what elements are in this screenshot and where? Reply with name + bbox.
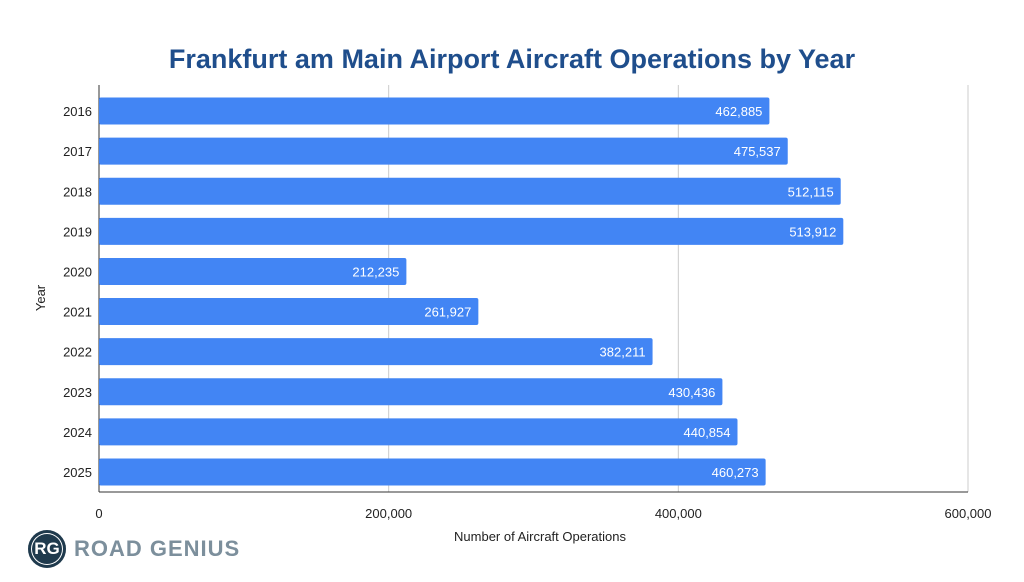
bar-2022 — [99, 338, 653, 366]
data-label: 212,235 — [352, 264, 399, 279]
data-label: 430,436 — [668, 385, 715, 400]
y-tick-label: 2019 — [63, 224, 92, 239]
logo-badge: RG — [28, 530, 66, 568]
y-tick-label: 2016 — [63, 104, 92, 119]
bar-2018 — [99, 177, 841, 205]
data-label: 513,912 — [789, 224, 836, 239]
y-tick-label: 2017 — [63, 144, 92, 159]
y-tick-label: 2025 — [63, 465, 92, 480]
bar-2021 — [99, 298, 479, 326]
bar-2025 — [99, 458, 766, 486]
data-label: 460,273 — [712, 465, 759, 480]
data-label: 261,927 — [424, 305, 471, 320]
road-genius-logo: RG ROAD GENIUS — [28, 530, 240, 568]
bar-2024 — [99, 418, 738, 446]
x-tick-label: 400,000 — [655, 506, 702, 521]
y-tick-label: 2023 — [63, 385, 92, 400]
bar-2023 — [99, 378, 723, 406]
y-tick-label: 2022 — [63, 345, 92, 360]
data-label: 462,885 — [715, 104, 762, 119]
chart-title: Frankfurt am Main Airport Aircraft Opera… — [169, 44, 856, 74]
data-label: 475,537 — [734, 144, 781, 159]
y-tick-label: 2020 — [63, 264, 92, 279]
data-label: 382,211 — [600, 345, 646, 360]
x-axis-label: Number of Aircraft Operations — [454, 529, 626, 544]
y-axis-label: Year — [33, 284, 48, 311]
y-tick-label: 2018 — [63, 184, 92, 199]
x-tick-label: 200,000 — [365, 506, 412, 521]
bar-2020 — [99, 257, 407, 285]
data-label: 512,115 — [788, 184, 834, 199]
x-tick-label: 0 — [95, 506, 102, 521]
logo-text: ROAD GENIUS — [74, 536, 241, 561]
y-tick-label: 2024 — [63, 425, 92, 440]
bar-2016 — [99, 97, 770, 125]
bar-2019 — [99, 217, 844, 245]
y-tick-label: 2021 — [63, 305, 92, 320]
bar-2017 — [99, 137, 788, 165]
x-tick-label: 600,000 — [945, 506, 992, 521]
data-label: 440,854 — [684, 425, 731, 440]
